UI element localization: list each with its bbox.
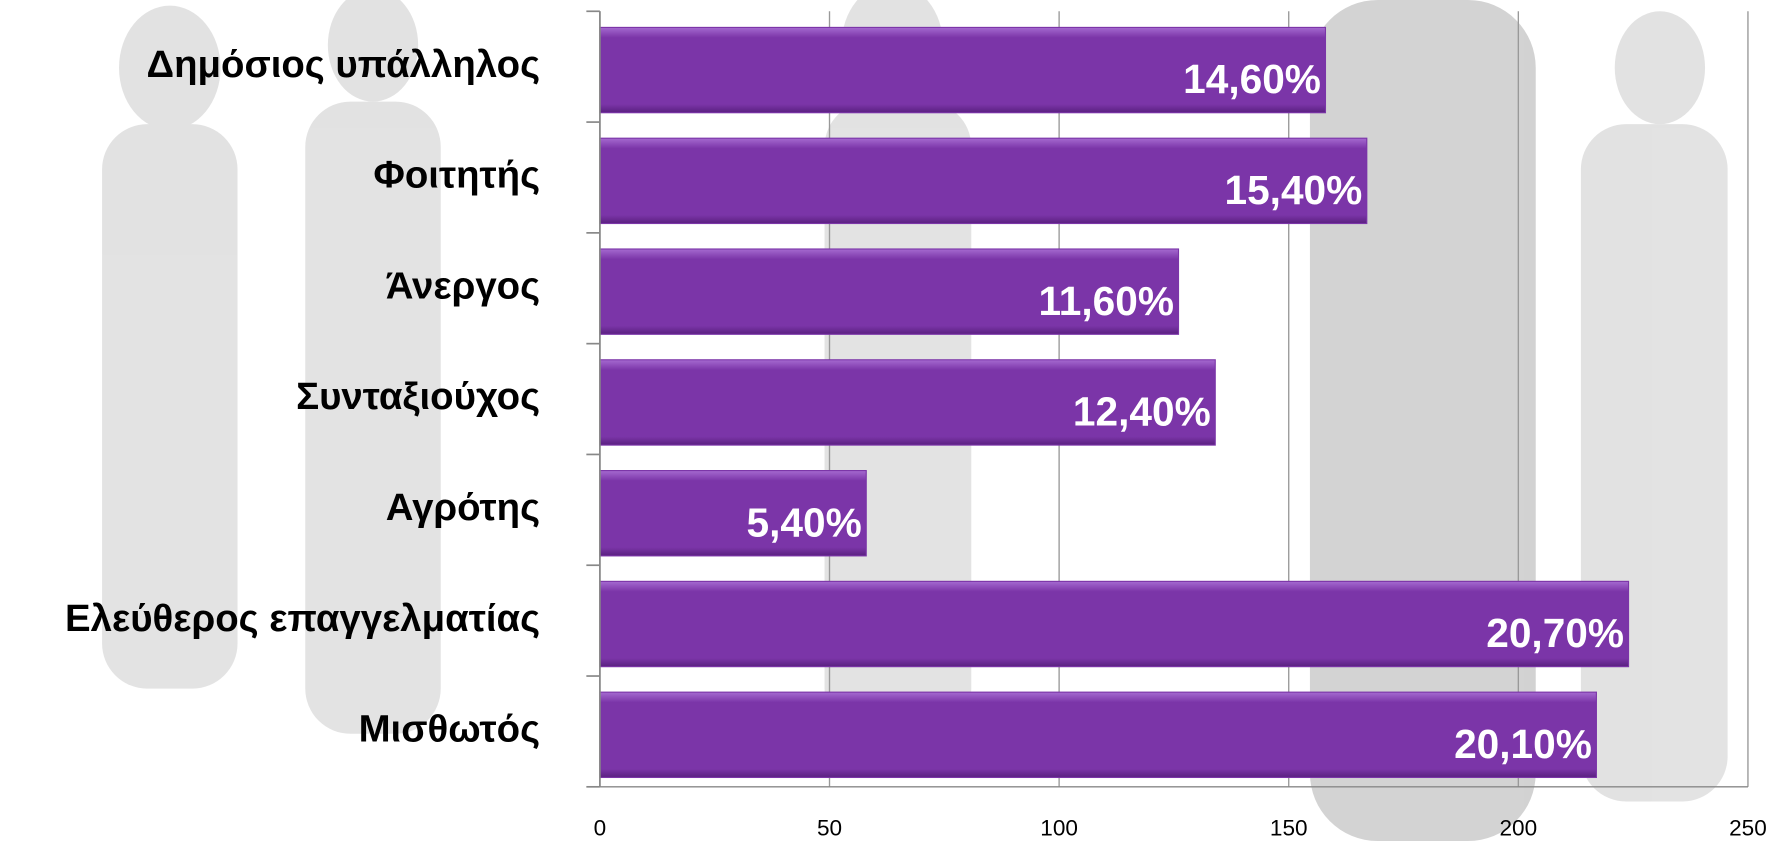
x-tick-label: 100 bbox=[1040, 816, 1078, 841]
category-label: Άνεργος bbox=[386, 264, 540, 307]
x-tick-label: 150 bbox=[1270, 816, 1308, 841]
chart: 0 50 100 150 200 250 Δημόσιος υπάλληλος 14,60% Φ… bbox=[0, 0, 1771, 841]
data-label: 5,40% bbox=[747, 499, 862, 545]
category-label: Φοιτητής bbox=[373, 154, 540, 197]
category-label: Ελεύθερος επαγγελματίας bbox=[65, 597, 540, 640]
data-label: 11,60% bbox=[1038, 278, 1174, 324]
x-tick-label: 200 bbox=[1500, 816, 1538, 841]
category-label: Δημόσιος υπάλληλος bbox=[147, 43, 541, 86]
x-tick-label: 250 bbox=[1729, 816, 1767, 841]
data-label: 15,40% bbox=[1224, 167, 1362, 213]
category-label: Συνταξιούχος bbox=[296, 375, 540, 418]
x-tick-label: 0 bbox=[594, 816, 607, 841]
data-label: 20,70% bbox=[1486, 610, 1624, 656]
data-label: 14,60% bbox=[1183, 56, 1321, 102]
data-label: 12,40% bbox=[1073, 389, 1211, 435]
category-label: Μισθωτός bbox=[359, 708, 541, 751]
bar bbox=[600, 581, 1629, 666]
data-label: 20,10% bbox=[1454, 721, 1592, 767]
x-tick-label: 50 bbox=[817, 816, 842, 841]
bar bbox=[600, 692, 1597, 777]
page: 0 50 100 150 200 250 Δημόσιος υπάλληλος 14,60% Φ… bbox=[0, 0, 1771, 841]
category-label: Αγρότης bbox=[386, 486, 540, 529]
